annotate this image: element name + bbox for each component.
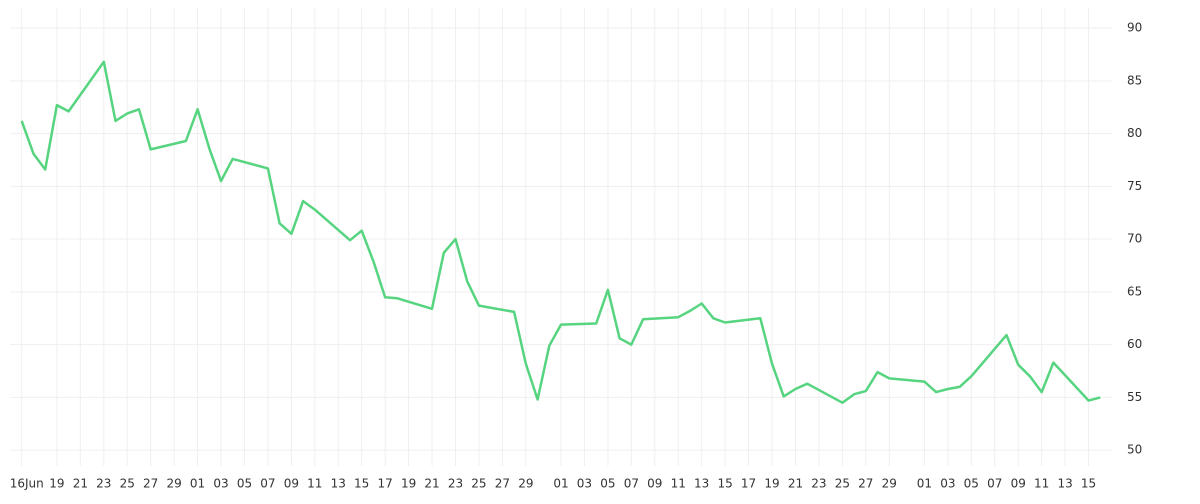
x-tick-label: 01 bbox=[917, 477, 932, 491]
x-tick-label: 07 bbox=[624, 477, 639, 491]
x-tick-label: 09 bbox=[284, 477, 299, 491]
x-tick-label: 05 bbox=[237, 477, 252, 491]
x-tick-label: 29 bbox=[882, 477, 897, 491]
x-tick-label: 03 bbox=[213, 477, 228, 491]
x-tick-label: 11 bbox=[671, 477, 686, 491]
x-tick-label: 19 bbox=[764, 477, 779, 491]
x-tick-label: 23 bbox=[811, 477, 826, 491]
x-tick-label: 07 bbox=[260, 477, 275, 491]
x-tick-label: 29 bbox=[166, 477, 181, 491]
y-tick-label: 90 bbox=[1127, 21, 1142, 35]
x-tick-label: 07 bbox=[987, 477, 1002, 491]
y-tick-label: 60 bbox=[1127, 337, 1142, 351]
x-tick-label: 21 bbox=[424, 477, 439, 491]
x-tick-label: 13 bbox=[331, 477, 346, 491]
x-tick-label: 05 bbox=[964, 477, 979, 491]
x-tick-label: 15 bbox=[717, 477, 732, 491]
x-tick-label: 19 bbox=[49, 477, 64, 491]
x-tick-label: 13 bbox=[1057, 477, 1072, 491]
x-tick-label: 19 bbox=[401, 477, 416, 491]
x-tick-label: 03 bbox=[940, 477, 955, 491]
y-tick-label: 70 bbox=[1127, 232, 1142, 246]
x-tick-label: 11 bbox=[1034, 477, 1049, 491]
x-tick-label: 17 bbox=[741, 477, 756, 491]
x-tick-label: 23 bbox=[448, 477, 463, 491]
y-tick-label: 50 bbox=[1127, 443, 1142, 457]
x-tick-label: 25 bbox=[835, 477, 850, 491]
x-tick-label: 11 bbox=[307, 477, 322, 491]
y-tick-label: 65 bbox=[1127, 284, 1142, 298]
x-tick-label: 29 bbox=[518, 477, 533, 491]
x-tick-label: 21 bbox=[788, 477, 803, 491]
x-tick-label: 21 bbox=[73, 477, 88, 491]
y-tick-label: 75 bbox=[1127, 179, 1142, 193]
x-tick-label: 01 bbox=[553, 477, 568, 491]
x-tick-label: 25 bbox=[120, 477, 135, 491]
x-tick-label: 01 bbox=[190, 477, 205, 491]
x-tick-label: 03 bbox=[577, 477, 592, 491]
x-tick-label: 25 bbox=[471, 477, 486, 491]
x-tick-label: 23 bbox=[96, 477, 111, 491]
x-tick-label: 16Jun bbox=[10, 477, 44, 491]
y-tick-label: 85 bbox=[1127, 73, 1142, 87]
x-tick-label: 09 bbox=[647, 477, 662, 491]
y-tick-label: 80 bbox=[1127, 126, 1142, 140]
x-tick-label: 13 bbox=[694, 477, 709, 491]
x-tick-label: 09 bbox=[1011, 477, 1026, 491]
x-tick-label: 27 bbox=[495, 477, 510, 491]
x-tick-label: 15 bbox=[354, 477, 369, 491]
price-line bbox=[20, 60, 1101, 404]
x-tick-label: 27 bbox=[858, 477, 873, 491]
x-tick-label: 27 bbox=[143, 477, 158, 491]
x-tick-label: 15 bbox=[1081, 477, 1096, 491]
x-tick-label: 05 bbox=[600, 477, 615, 491]
x-tick-label: 17 bbox=[378, 477, 393, 491]
y-tick-label: 55 bbox=[1127, 390, 1142, 404]
